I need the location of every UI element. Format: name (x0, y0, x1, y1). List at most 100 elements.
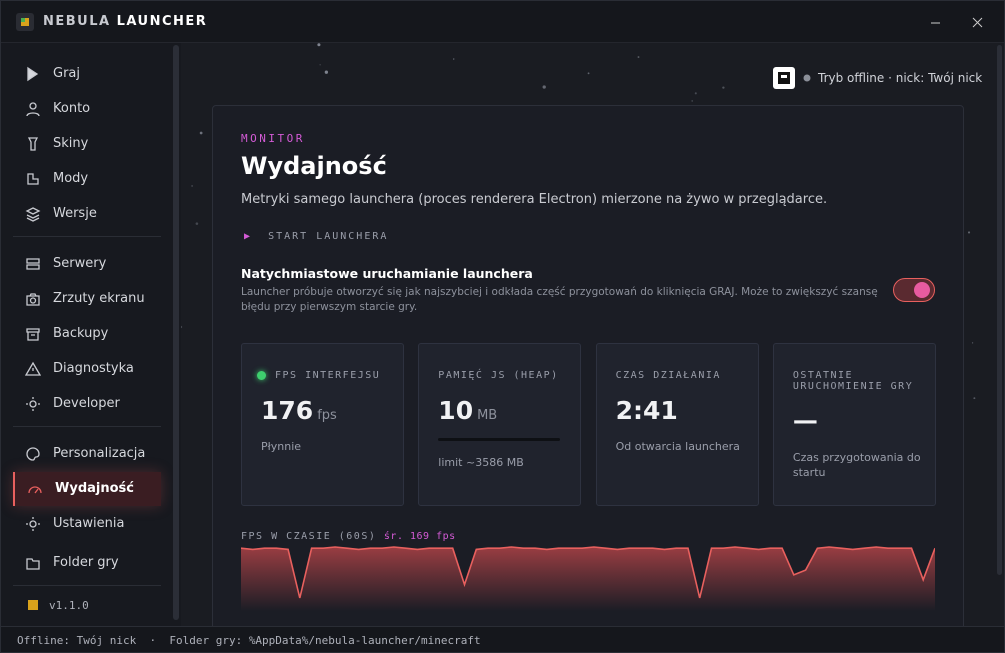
separator (13, 236, 161, 237)
metric-label: PAMIĘĆ JS (HEAP) (438, 370, 559, 381)
metric-unit: MB (477, 408, 498, 423)
nav-icon (26, 102, 40, 117)
icon-shape (28, 486, 42, 494)
star (637, 56, 640, 59)
icon-shape (25, 361, 41, 376)
icon-shape (27, 137, 39, 151)
star (319, 64, 321, 66)
status-folder: Folder gry: %AppData%/nebula-launcher/mi… (169, 634, 481, 647)
memory-bar (438, 438, 561, 441)
nav-icon (27, 66, 39, 82)
status-dot (803, 74, 811, 82)
nav-icon (26, 258, 40, 270)
section-heading: ▶ START LAUNCHERA (244, 231, 389, 242)
nav-icon (27, 173, 39, 185)
metric-note: limit ~3586 MB (438, 456, 524, 469)
nav-item[interactable]: Ustawienia (13, 507, 161, 541)
star (587, 72, 590, 75)
metric-unit: fps (317, 408, 337, 423)
status-bar: Offline: Twój nick · Folder gry: %AppDat… (1, 626, 1004, 652)
metric-card: PAMIĘĆ JS (HEAP) 10 MB limit ~3586 MB (418, 343, 582, 506)
star (180, 325, 183, 329)
metric-note: Płynnie (261, 440, 302, 453)
nav-item[interactable]: Diagnostyka (13, 352, 161, 386)
star (453, 58, 455, 60)
nav-item[interactable]: Developer (13, 387, 161, 421)
chart-header: FPS W CZASIE (60S) śr. 169 fps (241, 531, 456, 542)
chart-label: FPS W CZASIE (60S) (241, 531, 377, 542)
star (971, 342, 974, 344)
nav-icon (27, 137, 39, 151)
nav-item[interactable]: Backupy (13, 317, 161, 351)
star (199, 131, 203, 135)
title-b: LAUNCHER (116, 14, 208, 29)
icon-shape (26, 102, 40, 117)
page-description: Metryki samego launchera (proces rendere… (241, 192, 828, 207)
star (191, 185, 193, 187)
page-title: Wydajność (241, 152, 387, 180)
live-dot (257, 371, 266, 380)
star (691, 100, 693, 102)
star (973, 397, 976, 400)
metric-card: CZAS DZIAŁANIA 2:41 Od otwarcia launchera (595, 343, 759, 506)
toggle-help: Launcher próbuje otworzyć się jak najszy… (241, 286, 878, 313)
nav-icon (26, 517, 40, 531)
icon-shape (26, 328, 40, 341)
nav-item[interactable]: Serwery (13, 247, 161, 281)
icon-shape (26, 258, 40, 270)
fps-line (241, 546, 935, 599)
version-icon (28, 600, 38, 610)
scrollbar[interactable] (997, 45, 1002, 575)
toggle-switch[interactable] (893, 278, 935, 302)
metric-value: 176 fps (261, 396, 337, 425)
window-controls[interactable] (923, 13, 1003, 33)
icon-shape (28, 600, 38, 610)
nav-item[interactable]: Mody (13, 162, 161, 196)
nav-item[interactable]: Konto (13, 92, 161, 126)
nav-icon (28, 486, 42, 494)
nav-icon (26, 328, 40, 341)
nav-item[interactable]: Wydajność (13, 472, 161, 506)
metric-card: FPS INTERFEJSU 176 fps Płynnie (241, 343, 404, 506)
metric-label: CZAS DZIAŁANIA (615, 370, 721, 381)
app-icon (16, 13, 34, 31)
star (967, 231, 971, 234)
star (722, 86, 725, 89)
star (317, 43, 321, 47)
nav-icon (25, 207, 41, 222)
icon-shape (26, 558, 40, 570)
version: v1.1.0 (49, 599, 89, 612)
nav-icon (25, 361, 41, 376)
title-a: NEBULA (43, 14, 111, 29)
nav-item[interactable]: Wersje (13, 197, 161, 231)
scrollbar[interactable] (173, 45, 179, 620)
nav-item[interactable]: Personalizacja (13, 437, 161, 471)
icon-shape (25, 207, 41, 222)
star (542, 85, 546, 89)
metric-value: 10 MB (438, 396, 498, 425)
nav-icon (26, 397, 40, 411)
eyebrow: MONITOR (241, 132, 305, 145)
avatar[interactable] (773, 67, 795, 89)
fps-chart (241, 546, 935, 611)
star (694, 92, 697, 95)
separator (13, 585, 161, 586)
status-nick: Offline: Twój nick (17, 634, 137, 647)
icon-shape (26, 397, 40, 411)
sidebar: Graj Konto Skiny Mody Wersje Serwery Zrzuty ek… (1, 43, 181, 626)
offline-status: Tryb offline · nick: Twój nick (818, 71, 983, 85)
metric-card: OSTATNIE URUCHOMIENIE GRY — Czas przygotow… (772, 343, 936, 506)
nav-icon (26, 447, 40, 461)
nav-item[interactable]: Zrzuty ekranu (13, 282, 161, 316)
icon-shape (27, 66, 39, 82)
icon-shape (26, 517, 40, 531)
nav-icon (26, 558, 40, 570)
metric-value: 2:41 (615, 396, 678, 425)
icon-shape (26, 293, 40, 306)
nav-item[interactable]: Skiny (13, 127, 161, 161)
metric-label: OSTATNIE URUCHOMIENIE GRY (792, 370, 914, 392)
star (324, 70, 328, 74)
nav-item[interactable]: Graj (13, 57, 161, 91)
nav-item[interactable]: Folder gry (13, 546, 161, 580)
